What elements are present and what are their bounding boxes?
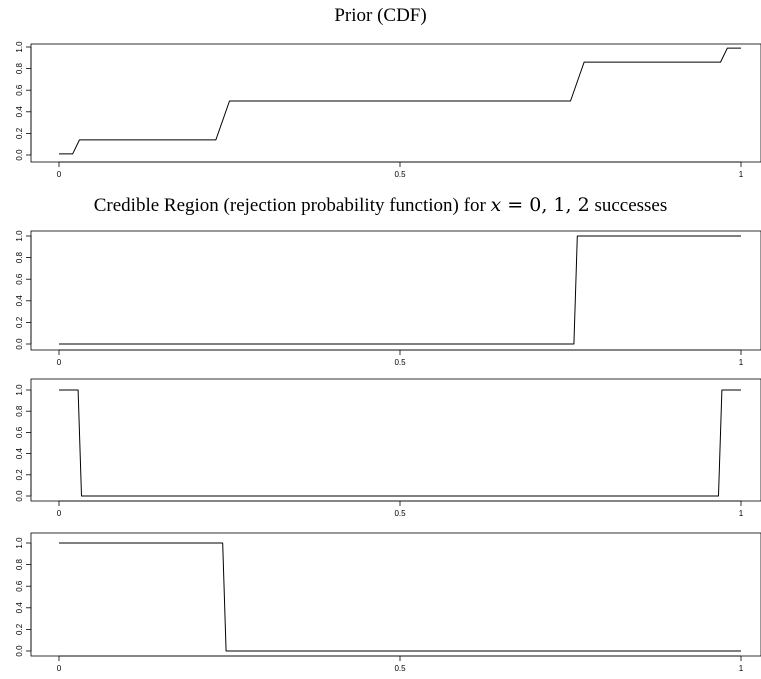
y-tick-label: 0.0 <box>15 490 24 502</box>
y-tick-label: 0.6 <box>15 580 24 592</box>
x-tick-label: 0.5 <box>394 664 406 673</box>
x-tick-label: 1 <box>739 664 744 673</box>
y-tick-label: 1.0 <box>15 41 24 53</box>
y-tick-label: 0.6 <box>15 426 24 438</box>
x-tick-label: 1 <box>739 170 744 179</box>
y-tick-label: 0.8 <box>15 405 24 417</box>
y-tick-label: 0.8 <box>15 251 24 263</box>
y-tick-label: 0.0 <box>15 149 24 161</box>
y-tick-label: 1.0 <box>15 230 24 242</box>
credible-region-title: Credible Region (rejection probability f… <box>0 194 761 217</box>
x-tick-label: 1 <box>739 358 744 367</box>
x-tick-label: 0.5 <box>394 170 406 179</box>
series-line <box>59 389 741 497</box>
x-tick-label: 0 <box>57 170 62 179</box>
y-tick-label: 0.2 <box>15 127 24 139</box>
series-line <box>59 235 741 345</box>
credible-region-title-suffix: successes <box>589 195 668 216</box>
series-line <box>59 542 741 652</box>
y-tick-label: 0.8 <box>15 558 24 570</box>
rejection-plot-x1: 0.0 0.2 0.4 0.6 0.8 1.0 0 0.5 1 <box>15 378 761 518</box>
y-tick-label: 0.4 <box>15 602 24 614</box>
credible-region-title-variable: x <box>490 194 502 216</box>
rejection-plot-x2: 0.0 0.2 0.4 0.6 0.8 1.0 0 0.5 1 <box>15 532 761 673</box>
plot-frame <box>30 532 761 657</box>
y-tick-label: 0.6 <box>15 84 24 96</box>
y-tick-label: 0.8 <box>15 62 24 74</box>
plot-frame <box>30 230 761 351</box>
y-tick-label: 0.4 <box>15 106 24 118</box>
x-tick-label: 1 <box>739 509 744 518</box>
x-tick-label: 0 <box>57 358 62 367</box>
x-tick-label: 0.5 <box>394 358 406 367</box>
rejection-plot-x0: 0.0 0.2 0.4 0.6 0.8 1.0 0 0.5 1 <box>15 230 761 367</box>
series-line <box>59 47 741 155</box>
y-tick-label: 1.0 <box>15 537 24 549</box>
y-tick-label: 0.0 <box>15 645 24 657</box>
y-tick-label: 0.2 <box>15 623 24 635</box>
y-tick-label: 0.2 <box>15 469 24 481</box>
x-tick-label: 0 <box>57 664 62 673</box>
prior-cdf-title: Prior (CDF) <box>0 5 761 27</box>
y-tick-label: 0.2 <box>15 316 24 328</box>
y-tick-label: 0.4 <box>15 295 24 307</box>
plot-frame <box>30 378 761 502</box>
prior-cdf-plot: 0.0 0.2 0.4 0.6 0.8 1.0 0 0.5 1 <box>15 41 761 179</box>
prior-cdf-title-text: Prior (CDF) <box>334 5 427 26</box>
x-tick-label: 0.5 <box>394 509 406 518</box>
y-tick-label: 0.0 <box>15 338 24 350</box>
credible-region-title-prefix: Credible Region (rejection probability f… <box>93 195 491 216</box>
credible-region-title-values: = 0, 1, 2 <box>501 194 590 216</box>
x-tick-label: 0 <box>57 509 62 518</box>
y-tick-label: 1.0 <box>15 384 24 396</box>
y-tick-label: 0.6 <box>15 273 24 285</box>
y-tick-label: 0.4 <box>15 447 24 459</box>
